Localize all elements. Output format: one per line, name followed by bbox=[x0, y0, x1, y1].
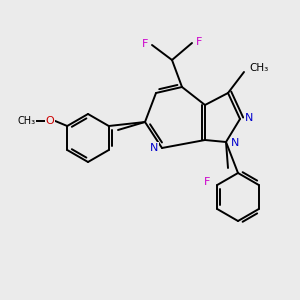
Text: F: F bbox=[204, 177, 210, 187]
Text: O: O bbox=[46, 116, 55, 126]
Text: N: N bbox=[231, 138, 239, 148]
Text: CH₃: CH₃ bbox=[17, 116, 35, 126]
Text: F: F bbox=[142, 39, 148, 49]
Text: F: F bbox=[196, 37, 202, 47]
Text: N: N bbox=[245, 113, 253, 123]
Text: N: N bbox=[150, 143, 158, 153]
Text: CH₃: CH₃ bbox=[249, 63, 268, 73]
